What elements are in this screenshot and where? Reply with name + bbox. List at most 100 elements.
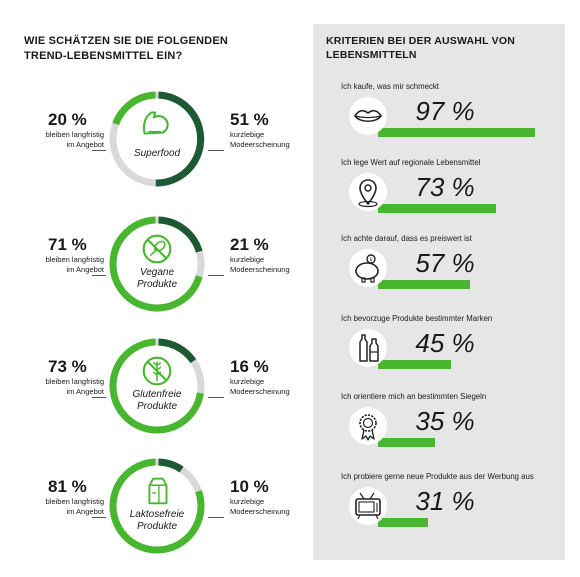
left-percent-value: 20 % — [48, 110, 87, 129]
left-leader-line — [92, 397, 106, 398]
criteria-bar — [378, 518, 429, 527]
right-percent-block: 21 % kurzlebige Modeerscheinung — [230, 235, 310, 274]
left-percent-label-line2: im Angebot — [66, 386, 104, 396]
milk-carton-icon — [148, 477, 168, 505]
criteria-label: Ich orientiere mich an bestimmten Siegel… — [341, 392, 487, 401]
left-leader-line — [92, 150, 106, 151]
left-percent-block: 81 % bleiben langfristig im Angebot — [42, 477, 104, 516]
criteria-title-line1: KRITERIEN BEI DER AUSWAHL VON — [326, 35, 515, 47]
lips-icon — [354, 109, 382, 123]
muscle-arm-icon — [142, 111, 169, 135]
donut-label-line1: Superfood — [133, 148, 181, 159]
criteria-title: KRITERIEN BEI DER AUSWAHL VON LEBENSMITT… — [326, 34, 556, 62]
left-percent-label-line2: im Angebot — [66, 264, 104, 274]
right-percent-label-line1: kurzlebige — [230, 130, 265, 139]
left-percent-label-line1: bleiben langfristig — [45, 497, 104, 506]
left-percent-label-line1: bleiben langfristig — [45, 255, 104, 264]
donut-label: Laktosefreie Produkte — [110, 509, 204, 533]
right-leader-line — [208, 517, 224, 518]
criteria-row: Ich orientiere mich an bestimmten Siegel… — [313, 392, 565, 472]
criteria-title-line2: LEBENSMITTELN — [326, 49, 417, 61]
donut-label-line1: Glutenfreie — [132, 389, 182, 400]
map-pin-icon — [358, 179, 378, 208]
left-percent-label-line2: im Angebot — [66, 139, 104, 149]
donut-segment-long-term — [112, 91, 156, 126]
left-percent-block: 71 % bleiben langfristig im Angebot — [42, 235, 104, 274]
no-meat-icon — [142, 234, 172, 264]
criteria-bar — [378, 360, 451, 369]
donut-segment-long-term — [109, 458, 205, 554]
criteria-value: 31 % — [415, 486, 475, 516]
right-percent-label-line1: kurzlebige — [230, 497, 265, 506]
seal-rosette-icon — [359, 414, 377, 441]
left-title-line2: TREND-LEBENSMITTEL EIN? — [24, 50, 183, 62]
criteria-bar — [378, 280, 471, 289]
criteria-icon-circle — [349, 173, 387, 211]
no-wheat-icon — [142, 356, 172, 386]
donut-segment-trend — [155, 91, 205, 187]
criteria-label: Ich kaufe, was mir schmeckt — [341, 82, 439, 91]
right-percent-label-line2: Modeerscheinung — [230, 506, 290, 516]
right-percent-value: 16 % — [230, 357, 269, 376]
donut-label-line1: Laktosefreie — [129, 509, 185, 520]
criteria-row: Ich kaufe, was mir schmeckt 97 % — [313, 82, 565, 162]
piggy-bank-icon: $ — [355, 254, 379, 283]
left-percent-value: 81 % — [48, 477, 87, 496]
right-leader-line — [208, 150, 224, 151]
left-percent-label-line1: bleiben langfristig — [45, 377, 104, 386]
criteria-row: Ich bevorzuge Produkte bestimmter Marken… — [313, 314, 565, 394]
right-percent-label-line1: kurzlebige — [230, 255, 265, 264]
right-percent-label-line2: Modeerscheinung — [230, 264, 290, 274]
left-percent-value: 73 % — [48, 357, 87, 376]
criteria-row: Ich lege Wert auf regionale Lebensmittel… — [313, 158, 565, 238]
criteria-panel: KRITERIEN BEI DER AUSWAHL VON LEBENSMITT… — [313, 24, 565, 560]
left-leader-line — [92, 517, 106, 518]
right-percent-label-line2: Modeerscheinung — [230, 139, 290, 149]
criteria-value: 57 % — [415, 248, 475, 278]
donut-label: Glutenfreie Produkte — [110, 389, 204, 413]
donut-label-line2: Produkte — [136, 521, 178, 532]
criteria-icon-circle — [349, 329, 387, 367]
right-percent-block: 51 % kurzlebige Modeerscheinung — [230, 110, 310, 149]
donut-label: Vegane Produkte — [110, 267, 204, 291]
criteria-bar — [378, 204, 497, 213]
criteria-label: Ich bevorzuge Produkte bestimmter Marken — [341, 314, 493, 323]
criteria-value: 35 % — [415, 406, 475, 436]
left-percent-label-line1: bleiben langfristig — [45, 130, 104, 139]
right-percent-value: 51 % — [230, 110, 269, 129]
donut-segment-trend — [158, 458, 184, 473]
criteria-label: Ich probiere gerne neue Produkte aus der… — [341, 472, 534, 481]
criteria-value: 97 % — [415, 96, 475, 126]
right-leader-line — [208, 397, 224, 398]
donut-segment-long-term — [109, 216, 203, 312]
bottles-icon — [359, 334, 379, 362]
donut-label-line2: Produkte — [136, 401, 178, 412]
left-percent-label-line2: im Angebot — [66, 506, 104, 516]
right-percent-label-line1: kurzlebige — [230, 377, 265, 386]
tv-icon — [355, 492, 381, 520]
donut-label-line2: Produkte — [136, 279, 178, 290]
donut-segment-long-term — [109, 338, 204, 434]
trend-row: 71 % bleiben langfristig im Angebot 21 % kur… — [0, 215, 300, 335]
criteria-icon-circle — [349, 487, 387, 525]
donut-label: Superfood — [110, 148, 204, 160]
trend-row: 81 % bleiben langfristig im Angebot 10 % kur… — [0, 457, 300, 577]
right-percent-block: 10 % kurzlebige Modeerscheinung — [230, 477, 310, 516]
left-title-line1: WIE SCHÄTZEN SIE DIE FOLGENDEN — [24, 35, 229, 47]
left-percent-block: 20 % bleiben langfristig im Angebot — [42, 110, 104, 149]
left-percent-value: 71 % — [48, 235, 87, 254]
criteria-value: 45 % — [415, 328, 475, 358]
left-leader-line — [92, 275, 106, 276]
criteria-label: Ich lege Wert auf regionale Lebensmittel — [341, 158, 481, 167]
left-title: WIE SCHÄTZEN SIE DIE FOLGENDEN TREND-LEB… — [24, 34, 284, 64]
criteria-icon-circle: $ — [349, 249, 387, 287]
criteria-value: 73 % — [415, 172, 475, 202]
criteria-icon-circle — [349, 97, 387, 135]
right-percent-value: 10 % — [230, 477, 269, 496]
trend-row: 73 % bleiben langfristig im Angebot 16 % kur… — [0, 337, 300, 457]
donut-chart — [109, 91, 205, 187]
criteria-row: Ich probiere gerne neue Produkte aus der… — [313, 472, 565, 552]
criteria-bar — [378, 128, 536, 137]
criteria-label: Ich achte darauf, dass es preiswert ist — [341, 234, 472, 243]
donut-segment-trend — [158, 216, 203, 253]
